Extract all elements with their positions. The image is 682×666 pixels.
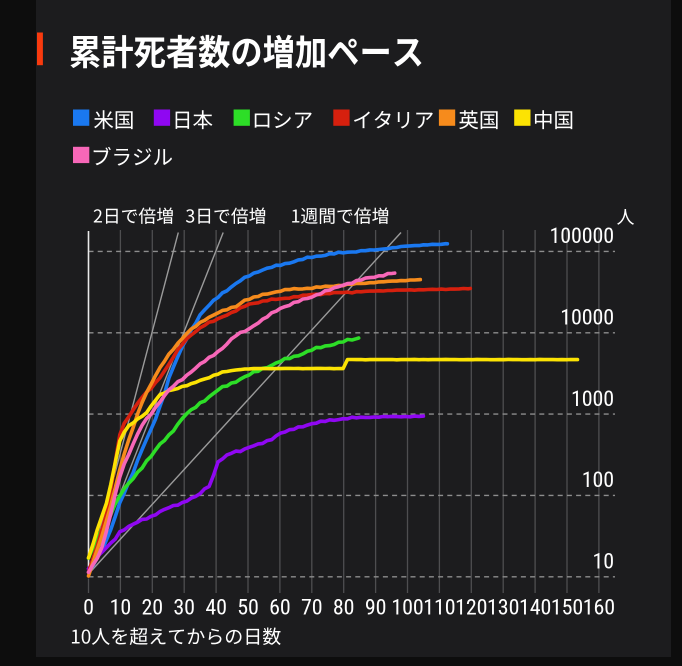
svg-text:10人を超えてからの日数: 10人を超えてからの日数 xyxy=(70,622,281,649)
svg-text:1週間で倍増: 1週間で倍増 xyxy=(291,203,390,229)
svg-text:0: 0 xyxy=(83,595,94,620)
svg-text:80: 80 xyxy=(333,595,355,620)
svg-text:人: 人 xyxy=(617,203,635,229)
svg-text:60: 60 xyxy=(269,595,291,620)
svg-text:40: 40 xyxy=(205,595,227,620)
svg-text:米国: 米国 xyxy=(93,103,134,133)
svg-text:ロシア: ロシア xyxy=(252,103,314,133)
svg-text:1000: 1000 xyxy=(571,387,614,412)
svg-text:10000: 10000 xyxy=(560,306,614,331)
svg-text:20: 20 xyxy=(142,595,164,620)
svg-text:100000: 100000 xyxy=(549,224,614,249)
svg-text:100: 100 xyxy=(582,468,614,493)
svg-text:英国: 英国 xyxy=(458,103,499,133)
svg-text:140: 140 xyxy=(519,595,551,620)
svg-text:160: 160 xyxy=(583,595,615,620)
svg-text:130: 130 xyxy=(487,595,519,620)
svg-text:90: 90 xyxy=(365,595,387,620)
svg-text:中国: 中国 xyxy=(533,103,574,133)
svg-text:10: 10 xyxy=(592,550,614,575)
svg-text:100: 100 xyxy=(391,595,423,620)
svg-text:10: 10 xyxy=(110,595,132,620)
svg-text:70: 70 xyxy=(301,595,323,620)
svg-text:日本: 日本 xyxy=(172,103,213,133)
svg-text:110: 110 xyxy=(423,595,455,620)
svg-text:120: 120 xyxy=(455,595,487,620)
svg-text:ブラジル: ブラジル xyxy=(91,141,173,171)
svg-text:2日で倍増: 2日で倍増 xyxy=(93,203,174,229)
svg-text:3日で倍増: 3日で倍増 xyxy=(185,203,266,229)
svg-text:累計死者数の増加ペース: 累計死者数の増加ペース xyxy=(69,25,424,76)
svg-text:150: 150 xyxy=(551,595,583,620)
svg-text:30: 30 xyxy=(173,595,195,620)
svg-text:イタリア: イタリア xyxy=(352,103,434,133)
svg-text:50: 50 xyxy=(237,595,259,620)
